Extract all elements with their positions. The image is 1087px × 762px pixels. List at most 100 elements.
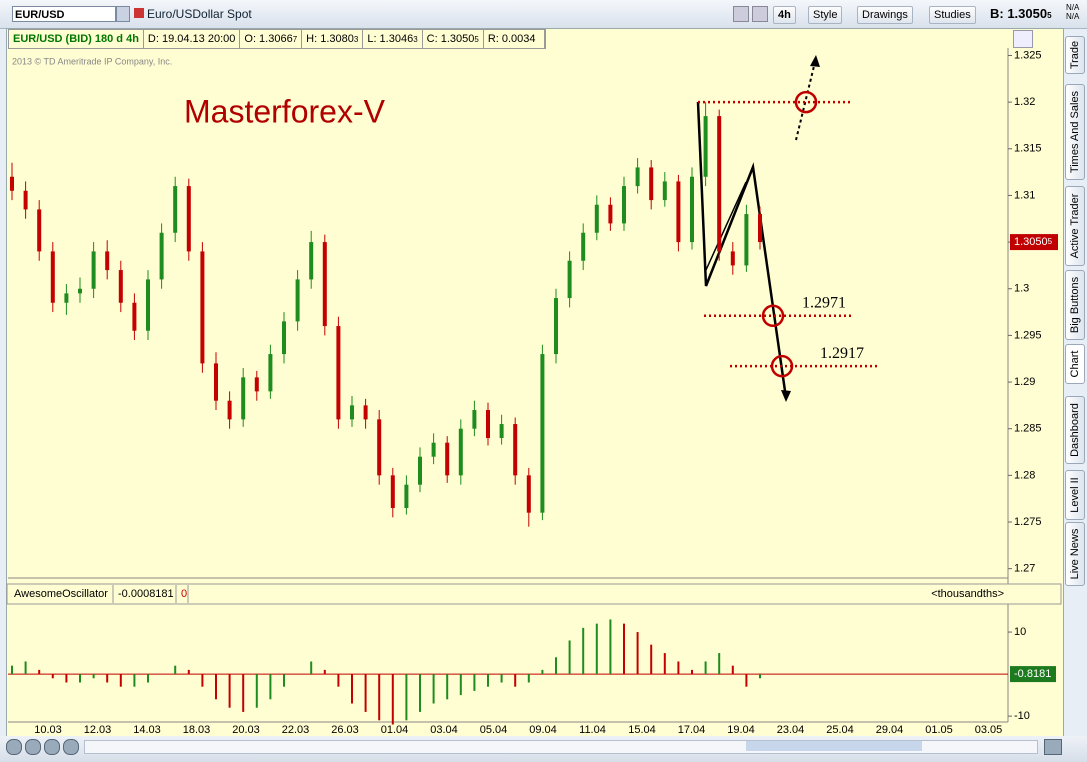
candle-body [690, 176, 694, 243]
x-tick-label: 18.03 [183, 724, 211, 736]
osc-header [6, 583, 1062, 605]
candle-body [703, 116, 708, 177]
osc-name: AwesomeOscillator [14, 588, 108, 600]
symbol-input[interactable]: EUR/USD [12, 6, 116, 22]
histogram-bar [11, 665, 13, 675]
histogram-bar [364, 674, 367, 712]
candle-body [268, 354, 273, 392]
price-main: 1.3050 [1014, 236, 1048, 248]
histogram-bar [514, 674, 517, 687]
histogram-bar [38, 669, 41, 675]
studies-button[interactable]: Studies [929, 6, 976, 24]
histogram-bar [759, 674, 761, 679]
info-range: R: 0.0034 [484, 30, 545, 48]
sidebar-tab[interactable]: Trade [1065, 36, 1085, 74]
na: N/A [1066, 12, 1080, 21]
aggregation-button[interactable]: 4h [773, 6, 796, 24]
osc-last-value: -0.8181 [1014, 668, 1051, 680]
histogram-bar [65, 674, 68, 683]
candle-body [64, 293, 69, 303]
candle-body [526, 475, 531, 513]
pan-button[interactable] [6, 739, 22, 755]
osc-offset: 0 [181, 588, 187, 600]
y-tick-label: 1.27 [1014, 563, 1035, 575]
candle-body [200, 251, 205, 364]
histogram-bar [106, 674, 109, 683]
candle-body [350, 405, 354, 420]
zoom-out-button[interactable] [44, 739, 60, 755]
v: L: 1.3046 [367, 33, 414, 45]
histogram-bar [269, 674, 272, 700]
scroll-thumb[interactable] [746, 741, 922, 751]
x-tick-label: 20.03 [232, 724, 260, 736]
candle-body [717, 116, 722, 252]
candle-body [132, 302, 137, 331]
sidebar-tab[interactable]: Live News [1065, 522, 1085, 586]
candle-body [758, 214, 762, 243]
y-tick-label: 1.295 [1014, 329, 1042, 341]
candle-body [499, 424, 504, 439]
sidebar-tab[interactable]: Chart [1065, 344, 1085, 384]
y-tick-label: 1.28 [1014, 469, 1035, 481]
histogram-bar [187, 669, 190, 675]
candle-body [173, 186, 178, 233]
candle-body [377, 419, 382, 476]
histogram-bar [595, 623, 598, 675]
candle-body [254, 377, 259, 392]
info-symbol: EUR/USD (BID) 180 d 4h [9, 30, 144, 48]
zoom-in-button[interactable] [25, 739, 41, 755]
x-tick-label: 11.04 [579, 724, 606, 736]
sidebar-tab[interactable]: Big Buttons [1065, 270, 1085, 340]
print-icon[interactable] [1013, 30, 1033, 48]
x-tick-label: 03.04 [430, 724, 458, 736]
sidebar-tab[interactable]: Dashboard [1065, 396, 1085, 464]
tab-label: Dashboard [1069, 403, 1081, 457]
candle-body [118, 270, 123, 303]
info-close: C: 1.30505 [423, 30, 484, 48]
watermark-title: Masterforex-V [184, 93, 386, 129]
tool-icon[interactable] [733, 6, 749, 22]
histogram-bar [92, 674, 95, 679]
histogram-bar [582, 627, 585, 675]
histogram-bar [133, 674, 136, 687]
hand-button[interactable] [63, 739, 79, 755]
symbol-dropdown[interactable] [116, 6, 130, 22]
candle-body [404, 484, 409, 509]
candle-body [390, 475, 395, 509]
candle-body [472, 410, 477, 429]
pip: 7 [292, 35, 298, 44]
histogram-bar [432, 674, 435, 704]
price-pip: 5 [1048, 237, 1053, 246]
level-circle [794, 90, 818, 114]
candle-body [214, 363, 218, 401]
histogram-bar [201, 674, 204, 687]
style-button[interactable]: Style [808, 6, 843, 24]
sidebar-tab[interactable]: Active Trader [1065, 186, 1085, 266]
tab-label: Times And Sales [1069, 90, 1081, 174]
histogram-bar [650, 644, 653, 675]
drawings-button[interactable]: Drawings [857, 6, 913, 24]
histogram-bar [459, 674, 462, 696]
tab-label: Trade [1069, 40, 1081, 70]
histogram-bar [283, 674, 285, 687]
histogram-bar [323, 669, 326, 675]
arrow-head [810, 55, 820, 67]
x-tick-label: 25.04 [826, 724, 854, 736]
x-tick-label: 09.04 [529, 724, 557, 736]
histogram-bar [541, 669, 544, 675]
histogram-bar [242, 674, 245, 712]
tool-icon[interactable] [752, 6, 768, 22]
histogram-bar [310, 661, 313, 675]
info-low: L: 1.30463 [363, 30, 423, 48]
x-tick-label: 15.04 [628, 724, 656, 736]
candle-body [622, 186, 626, 224]
candle-body [23, 190, 28, 210]
candle-body [241, 377, 246, 420]
x-tick-label: 10.03 [34, 724, 62, 736]
scroll-end-button[interactable] [1044, 739, 1062, 755]
histogram-bar [147, 674, 149, 683]
sidebar-tab[interactable]: Times And Sales [1065, 84, 1085, 180]
sidebar-tab[interactable]: Level II [1065, 470, 1085, 520]
candle-body [363, 405, 368, 420]
histogram-bar [555, 657, 557, 675]
